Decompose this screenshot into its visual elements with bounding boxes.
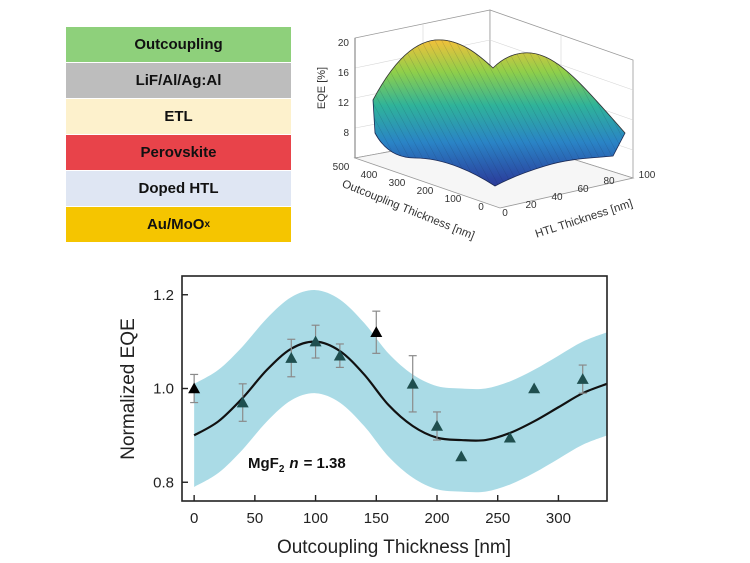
layer-label: Au/MoO bbox=[146, 216, 205, 233]
layer-label: Doped HTL bbox=[138, 180, 219, 197]
z-tick-labels: 20 16 12 8 bbox=[338, 38, 350, 139]
annotation-value: = 1.38 bbox=[304, 455, 346, 472]
data-point bbox=[455, 450, 468, 462]
x-tick-label: 50 bbox=[247, 510, 264, 527]
layer-outcoupling: Outcoupling bbox=[66, 27, 291, 62]
layer-perovskite: Perovskite bbox=[66, 135, 291, 170]
data-point bbox=[503, 431, 516, 443]
outcoupling-tick: 0 bbox=[478, 202, 484, 213]
data-point bbox=[431, 420, 443, 431]
outcoupling-tick: 200 bbox=[417, 186, 434, 197]
fit-curve bbox=[193, 340, 607, 442]
z-tick: 16 bbox=[338, 68, 350, 79]
x-tick-label: 150 bbox=[364, 510, 389, 527]
z-tick: 12 bbox=[338, 98, 350, 109]
htl-tick: 60 bbox=[577, 184, 589, 195]
y-tick-label: 0.8 bbox=[153, 474, 174, 491]
x-tick-label: 100 bbox=[303, 510, 328, 527]
z-axis-label: EQE [%] bbox=[316, 67, 328, 109]
layer-lif-al-ag: LiF/Al/Ag:Al bbox=[66, 63, 291, 98]
outcoupling-tick-labels: 500 400 300 200 100 0 bbox=[333, 162, 485, 213]
data-point bbox=[576, 373, 589, 384]
x-axis-label: Outcoupling Thickness [nm] bbox=[277, 537, 511, 558]
outcoupling-tick: 300 bbox=[389, 178, 406, 189]
data-point bbox=[528, 382, 541, 394]
material-annotation: MgF2 n = 1.38 bbox=[248, 455, 346, 475]
layer-label: Perovskite bbox=[140, 144, 217, 161]
htl-tick: 40 bbox=[551, 192, 563, 203]
data-point bbox=[236, 396, 249, 408]
surface-ridge-line bbox=[372, 39, 626, 134]
annotation-subscript: 2 bbox=[279, 464, 285, 475]
outcoupling-tick: 400 bbox=[361, 170, 378, 181]
x-tick-label: 0 bbox=[190, 510, 198, 527]
x-tick-label: 200 bbox=[424, 510, 449, 527]
layer-label: Outcoupling bbox=[134, 36, 223, 53]
z-tick: 8 bbox=[343, 128, 349, 139]
y-tick-label: 1.0 bbox=[153, 381, 174, 398]
x-tick-label: 300 bbox=[546, 510, 571, 527]
layer-label: ETL bbox=[164, 108, 193, 125]
z-tick: 20 bbox=[338, 38, 350, 49]
htl-tick: 80 bbox=[603, 176, 615, 187]
y-axis-label: Normalized EQE bbox=[118, 318, 139, 460]
eqe-surface-plot: 20 16 12 8 EQE [%] 500 400 300 200 100 0… bbox=[316, 9, 656, 242]
device-layer-stack: Outcoupling LiF/Al/Ag:Al ETL Perovskite … bbox=[66, 27, 291, 243]
data-point bbox=[406, 377, 419, 389]
annotation-symbol: n bbox=[289, 455, 298, 472]
data-point bbox=[188, 382, 201, 394]
data-point bbox=[370, 326, 383, 338]
y-tick-label: 1.2 bbox=[153, 287, 174, 304]
htl-tick-labels: 0 20 40 60 80 100 bbox=[502, 170, 656, 219]
confidence-band bbox=[194, 290, 607, 493]
annotation-material: MgF bbox=[248, 455, 279, 472]
outcoupling-tick: 100 bbox=[445, 194, 462, 205]
layer-au-moox: Au/MoO x bbox=[66, 207, 291, 242]
data-point bbox=[333, 349, 346, 361]
layer-etl: ETL bbox=[66, 99, 291, 134]
htl-tick: 0 bbox=[502, 208, 508, 219]
htl-tick: 100 bbox=[639, 170, 656, 181]
x-tick-label: 250 bbox=[485, 510, 510, 527]
htl-tick: 20 bbox=[525, 200, 537, 211]
eqe-surface-mesh bbox=[373, 39, 625, 186]
data-point bbox=[285, 352, 298, 363]
layer-label: LiF/Al/Ag:Al bbox=[135, 72, 222, 89]
outcoupling-tick: 500 bbox=[333, 162, 350, 173]
data-point bbox=[309, 335, 322, 347]
layer-doped-htl: Doped HTL bbox=[66, 171, 291, 206]
layer-subscript: x bbox=[204, 219, 211, 230]
